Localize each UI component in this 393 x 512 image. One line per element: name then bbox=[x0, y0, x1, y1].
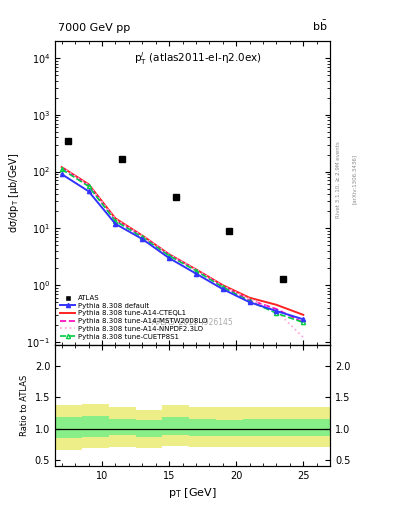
Text: Rivet 3.1.10, ≥ 2.9M events: Rivet 3.1.10, ≥ 2.9M events bbox=[336, 141, 341, 218]
Legend: ATLAS, Pythia 8.308 default, Pythia 8.308 tune-A14-CTEQL1, Pythia 8.308 tune-A14: ATLAS, Pythia 8.308 default, Pythia 8.30… bbox=[59, 293, 209, 341]
Text: b$\bar{\mathrm{b}}$: b$\bar{\mathrm{b}}$ bbox=[312, 19, 327, 33]
Text: 7000 GeV pp: 7000 GeV pp bbox=[58, 24, 130, 33]
Text: ATLAS_2011_I926145: ATLAS_2011_I926145 bbox=[152, 317, 233, 326]
Y-axis label: Ratio to ATLAS: Ratio to ATLAS bbox=[20, 375, 29, 436]
Text: p$_{\mathrm{T}}^{l}$ (atlas2011-el-η2.0ex): p$_{\mathrm{T}}^{l}$ (atlas2011-el-η2.0e… bbox=[134, 50, 262, 67]
Text: [arXiv:1306.3436]: [arXiv:1306.3436] bbox=[352, 154, 357, 204]
X-axis label: p$_{\mathrm{T}}$ [GeV]: p$_{\mathrm{T}}$ [GeV] bbox=[168, 486, 217, 500]
Y-axis label: dσ/dp$_{\mathrm{T}}$ [μb/GeV]: dσ/dp$_{\mathrm{T}}$ [μb/GeV] bbox=[7, 153, 21, 233]
